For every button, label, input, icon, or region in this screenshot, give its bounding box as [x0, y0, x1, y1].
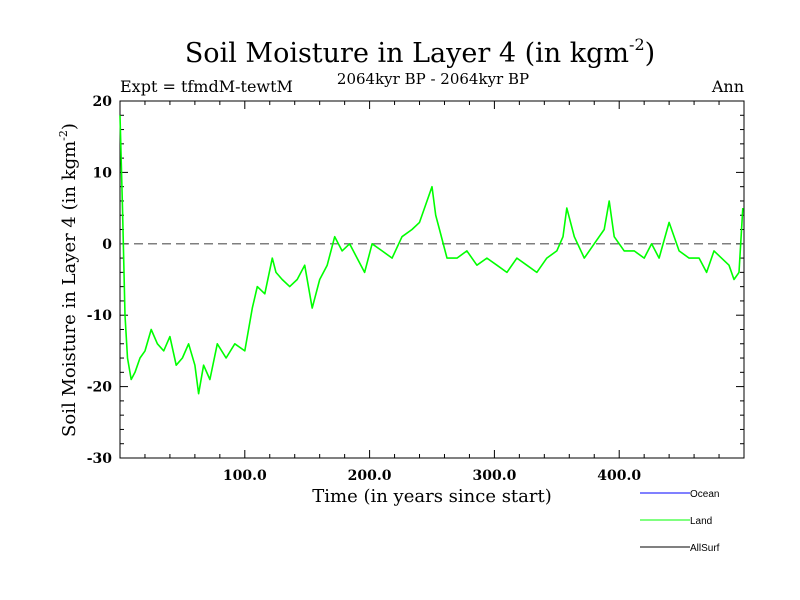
y-axis-label-main: Soil Moisture in Layer 4 (in kgm: [59, 141, 80, 437]
chart-title-close: ): [645, 38, 656, 69]
y-axis-label-sup: -2: [57, 130, 70, 141]
chart-title: Soil Moisture in Layer 4 (in kgm-2): [185, 35, 655, 69]
x-tick-label: 200.0: [348, 468, 392, 484]
x-tick-label: 100.0: [223, 468, 267, 484]
y-tick-label: 10: [93, 165, 113, 181]
x-axis-label: Time (in years since start): [312, 486, 552, 507]
series-line-land: [119, 115, 744, 395]
x-axis-ticks: 100.0 200.0 300.0 400.0: [144, 101, 720, 484]
y-axis-label-close: ): [59, 123, 80, 130]
y-tick-label: -10: [87, 308, 113, 324]
series-group: [119, 115, 744, 395]
x-tick-label: 400.0: [597, 468, 641, 484]
y-tick-label: -30: [87, 451, 113, 467]
legend: Ocean Land AllSurf: [640, 489, 720, 554]
y-tick-label: -20: [87, 380, 113, 396]
chart-title-sup: -2: [629, 35, 645, 54]
subtitle-right: Ann: [711, 77, 744, 96]
legend-ocean-label: Ocean: [690, 489, 719, 500]
subtitle-left: Expt = tfmdM-tewtM: [120, 77, 293, 96]
legend-allsurf-label: AllSurf: [690, 543, 720, 554]
y-axis-label: Soil Moisture in Layer 4 (in kgm-2): [57, 123, 80, 437]
y-tick-label: 20: [93, 94, 113, 110]
y-axis-ticks: -30 -20 -10 0 10 20: [87, 94, 744, 467]
subtitle-center: 2064kyr BP - 2064kyr BP: [337, 70, 529, 88]
x-tick-label: 300.0: [472, 468, 516, 484]
y-tick-label: 0: [102, 237, 112, 253]
plot-frame: [119, 100, 745, 459]
legend-land-label: Land: [690, 516, 712, 527]
chart-title-main: Soil Moisture in Layer 4 (in kgm: [185, 38, 629, 69]
